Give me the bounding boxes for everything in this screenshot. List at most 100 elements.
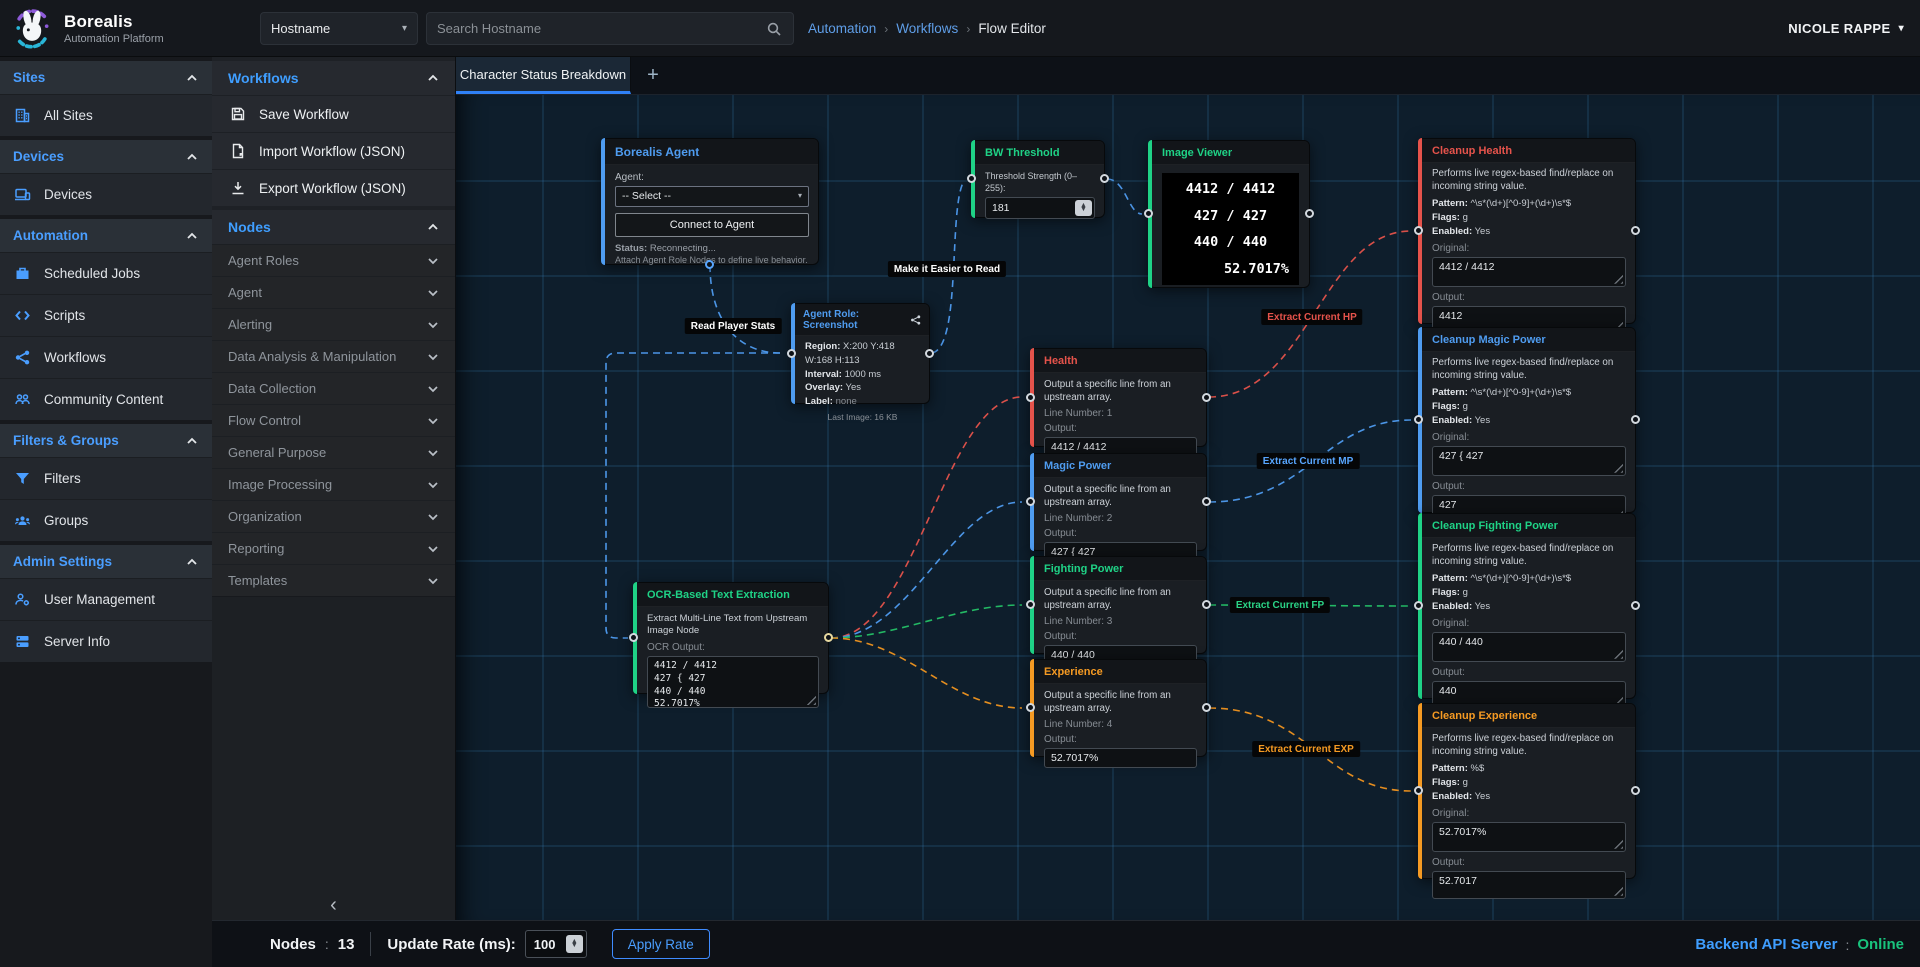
output-port[interactable] [1202, 600, 1211, 609]
sidebar-section-filters-groups[interactable]: Filters & Groups [0, 424, 212, 457]
sidebar-item-community-content[interactable]: Community Content [0, 378, 212, 420]
output-port[interactable] [1202, 497, 1211, 506]
node-fighting-power[interactable]: Fighting Power Output a specific line fr… [1030, 556, 1207, 654]
original-label: Original: [1432, 807, 1626, 820]
collapse-panel-button[interactable]: ‹ [212, 890, 455, 920]
output-port[interactable] [1100, 174, 1109, 183]
node-category-image-processing[interactable]: Image Processing [212, 468, 455, 500]
node-category-general-purpose[interactable]: General Purpose [212, 436, 455, 468]
output-port[interactable] [705, 260, 714, 269]
output-textarea[interactable]: 52.7017 [1432, 871, 1626, 899]
update-rate-input[interactable]: 100 ▲▼ [525, 930, 587, 958]
pattern-label: Pattern: [1432, 763, 1468, 774]
input-port[interactable] [1414, 415, 1423, 424]
node-image-viewer[interactable]: Image Viewer 4412 / 4412 427 / 427 440 /… [1148, 140, 1310, 288]
sidebar-item-groups[interactable]: Groups [0, 499, 212, 541]
sidebar-item-scheduled-jobs[interactable]: Scheduled Jobs [0, 252, 212, 294]
connect-to-agent-button[interactable]: Connect to Agent [615, 213, 809, 237]
node-bw-threshold[interactable]: BW Threshold Threshold Strength (0–255):… [971, 140, 1105, 218]
output-value[interactable]: 52.7017% [1044, 748, 1197, 768]
enabled-label: Enabled: [1432, 791, 1472, 802]
ocr-output-textarea[interactable]: 4412 / 4412 427 { 427 440 / 440 52.7017% [647, 656, 819, 708]
sidebar-section-devices[interactable]: Devices [0, 140, 212, 173]
breadcrumb-workflows[interactable]: Workflows [896, 21, 958, 36]
node-category-templates[interactable]: Templates [212, 564, 455, 596]
tab-character-status-breakdown[interactable]: Character Status Breakdown [456, 57, 631, 94]
node-ocr-text-extraction[interactable]: OCR-Based Text Extraction Extract Multi-… [633, 582, 829, 694]
node-category-agent[interactable]: Agent [212, 276, 455, 308]
input-port[interactable] [1026, 703, 1035, 712]
original-textarea[interactable]: 4412 / 4412 [1432, 257, 1626, 287]
output-port[interactable] [925, 349, 934, 358]
sidebar-section-automation[interactable]: Automation [0, 219, 212, 252]
sidebar-item-filters[interactable]: Filters [0, 457, 212, 499]
sidebar-item-scripts[interactable]: Scripts [0, 294, 212, 336]
input-port[interactable] [967, 174, 976, 183]
original-textarea[interactable]: 427 { 427 [1432, 446, 1626, 476]
input-port[interactable] [787, 349, 796, 358]
number-spinner[interactable]: ▲▼ [566, 935, 583, 953]
node-health[interactable]: Health Output a specific line from an up… [1030, 348, 1207, 447]
output-port[interactable] [1305, 209, 1314, 218]
sidebar-item-workflows[interactable]: Workflows [0, 336, 212, 378]
node-cleanup-magic-power[interactable]: Cleanup Magic Power Performs live regex-… [1418, 327, 1636, 513]
input-port[interactable] [1414, 226, 1423, 235]
add-tab-button[interactable]: + [631, 57, 675, 94]
enabled-value: Yes [1475, 415, 1491, 426]
input-port[interactable] [1026, 393, 1035, 402]
agent-select[interactable]: -- Select -- ▾ [615, 186, 809, 207]
output-port[interactable] [1202, 393, 1211, 402]
number-spinner[interactable]: ▲▼ [1075, 200, 1092, 216]
original-textarea[interactable]: 440 / 440 [1432, 632, 1626, 662]
user-menu[interactable]: NICOLE RAPPE ▾ [1788, 0, 1904, 57]
sidebar-item-devices[interactable]: Devices [0, 173, 212, 215]
node-category-data-analysis[interactable]: Data Analysis & Manipulation [212, 340, 455, 372]
output-port[interactable] [1631, 601, 1640, 610]
share-icon[interactable] [910, 314, 921, 326]
output-port[interactable] [1631, 226, 1640, 235]
node-category-reporting[interactable]: Reporting [212, 532, 455, 564]
output-port[interactable] [824, 633, 833, 642]
node-experience[interactable]: Experience Output a specific line from a… [1030, 659, 1207, 757]
breadcrumb-automation[interactable]: Automation [808, 21, 876, 36]
input-port[interactable] [1026, 600, 1035, 609]
sidebar-item-server-info[interactable]: Server Info [0, 620, 212, 662]
output-port[interactable] [1631, 786, 1640, 795]
node-category-agent-roles[interactable]: Agent Roles [212, 244, 455, 276]
sidebar-item-user-management[interactable]: User Management [0, 578, 212, 620]
original-textarea[interactable]: 52.7017% [1432, 822, 1626, 852]
node-cleanup-experience[interactable]: Cleanup Experience Performs live regex-b… [1418, 703, 1636, 879]
save-workflow-button[interactable]: Save Workflow [212, 95, 455, 132]
sidebar-section-sites[interactable]: Sites [0, 61, 212, 94]
node-category-flow-control[interactable]: Flow Control [212, 404, 455, 436]
chevron-up-icon [186, 437, 198, 445]
sidebar-section-admin-settings[interactable]: Admin Settings [0, 545, 212, 578]
nodes-section-header[interactable]: Nodes [212, 210, 455, 244]
input-port[interactable] [1414, 601, 1423, 610]
output-port[interactable] [1202, 703, 1211, 712]
flow-canvas[interactable]: Read Player Stats Make it Easier to Read… [456, 95, 1920, 920]
sidebar-item-all-sites[interactable]: All Sites [0, 94, 212, 136]
sidebar-item-label: Server Info [44, 634, 110, 649]
search-input[interactable] [437, 21, 765, 36]
input-port[interactable] [1144, 209, 1153, 218]
hostname-dropdown[interactable]: Hostname ▾ [260, 12, 418, 45]
input-port[interactable] [1026, 497, 1035, 506]
node-cleanup-health[interactable]: Cleanup Health Performs live regex-based… [1418, 138, 1636, 324]
node-cleanup-fighting-power[interactable]: Cleanup Fighting Power Performs live reg… [1418, 513, 1636, 699]
node-category-data-collection[interactable]: Data Collection [212, 372, 455, 404]
import-workflow-button[interactable]: Import Workflow (JSON) [212, 132, 455, 169]
input-port[interactable] [1414, 786, 1423, 795]
output-port[interactable] [1631, 415, 1640, 424]
node-category-alerting[interactable]: Alerting [212, 308, 455, 340]
node-agent-role-screenshot[interactable]: Agent Role: Screenshot Region: X:200 Y:4… [791, 303, 930, 404]
apply-rate-button[interactable]: Apply Rate [612, 929, 710, 959]
input-port[interactable] [629, 633, 638, 642]
search-icon[interactable] [765, 20, 783, 38]
export-workflow-button[interactable]: Export Workflow (JSON) [212, 169, 455, 206]
workflows-section-header[interactable]: Workflows [212, 61, 455, 95]
flags-label: Flags: [1432, 401, 1460, 412]
node-borealis-agent[interactable]: Borealis Agent Agent: -- Select -- ▾ Con… [601, 138, 819, 265]
node-magic-power[interactable]: Magic Power Output a specific line from … [1030, 453, 1207, 551]
node-category-organization[interactable]: Organization [212, 500, 455, 532]
